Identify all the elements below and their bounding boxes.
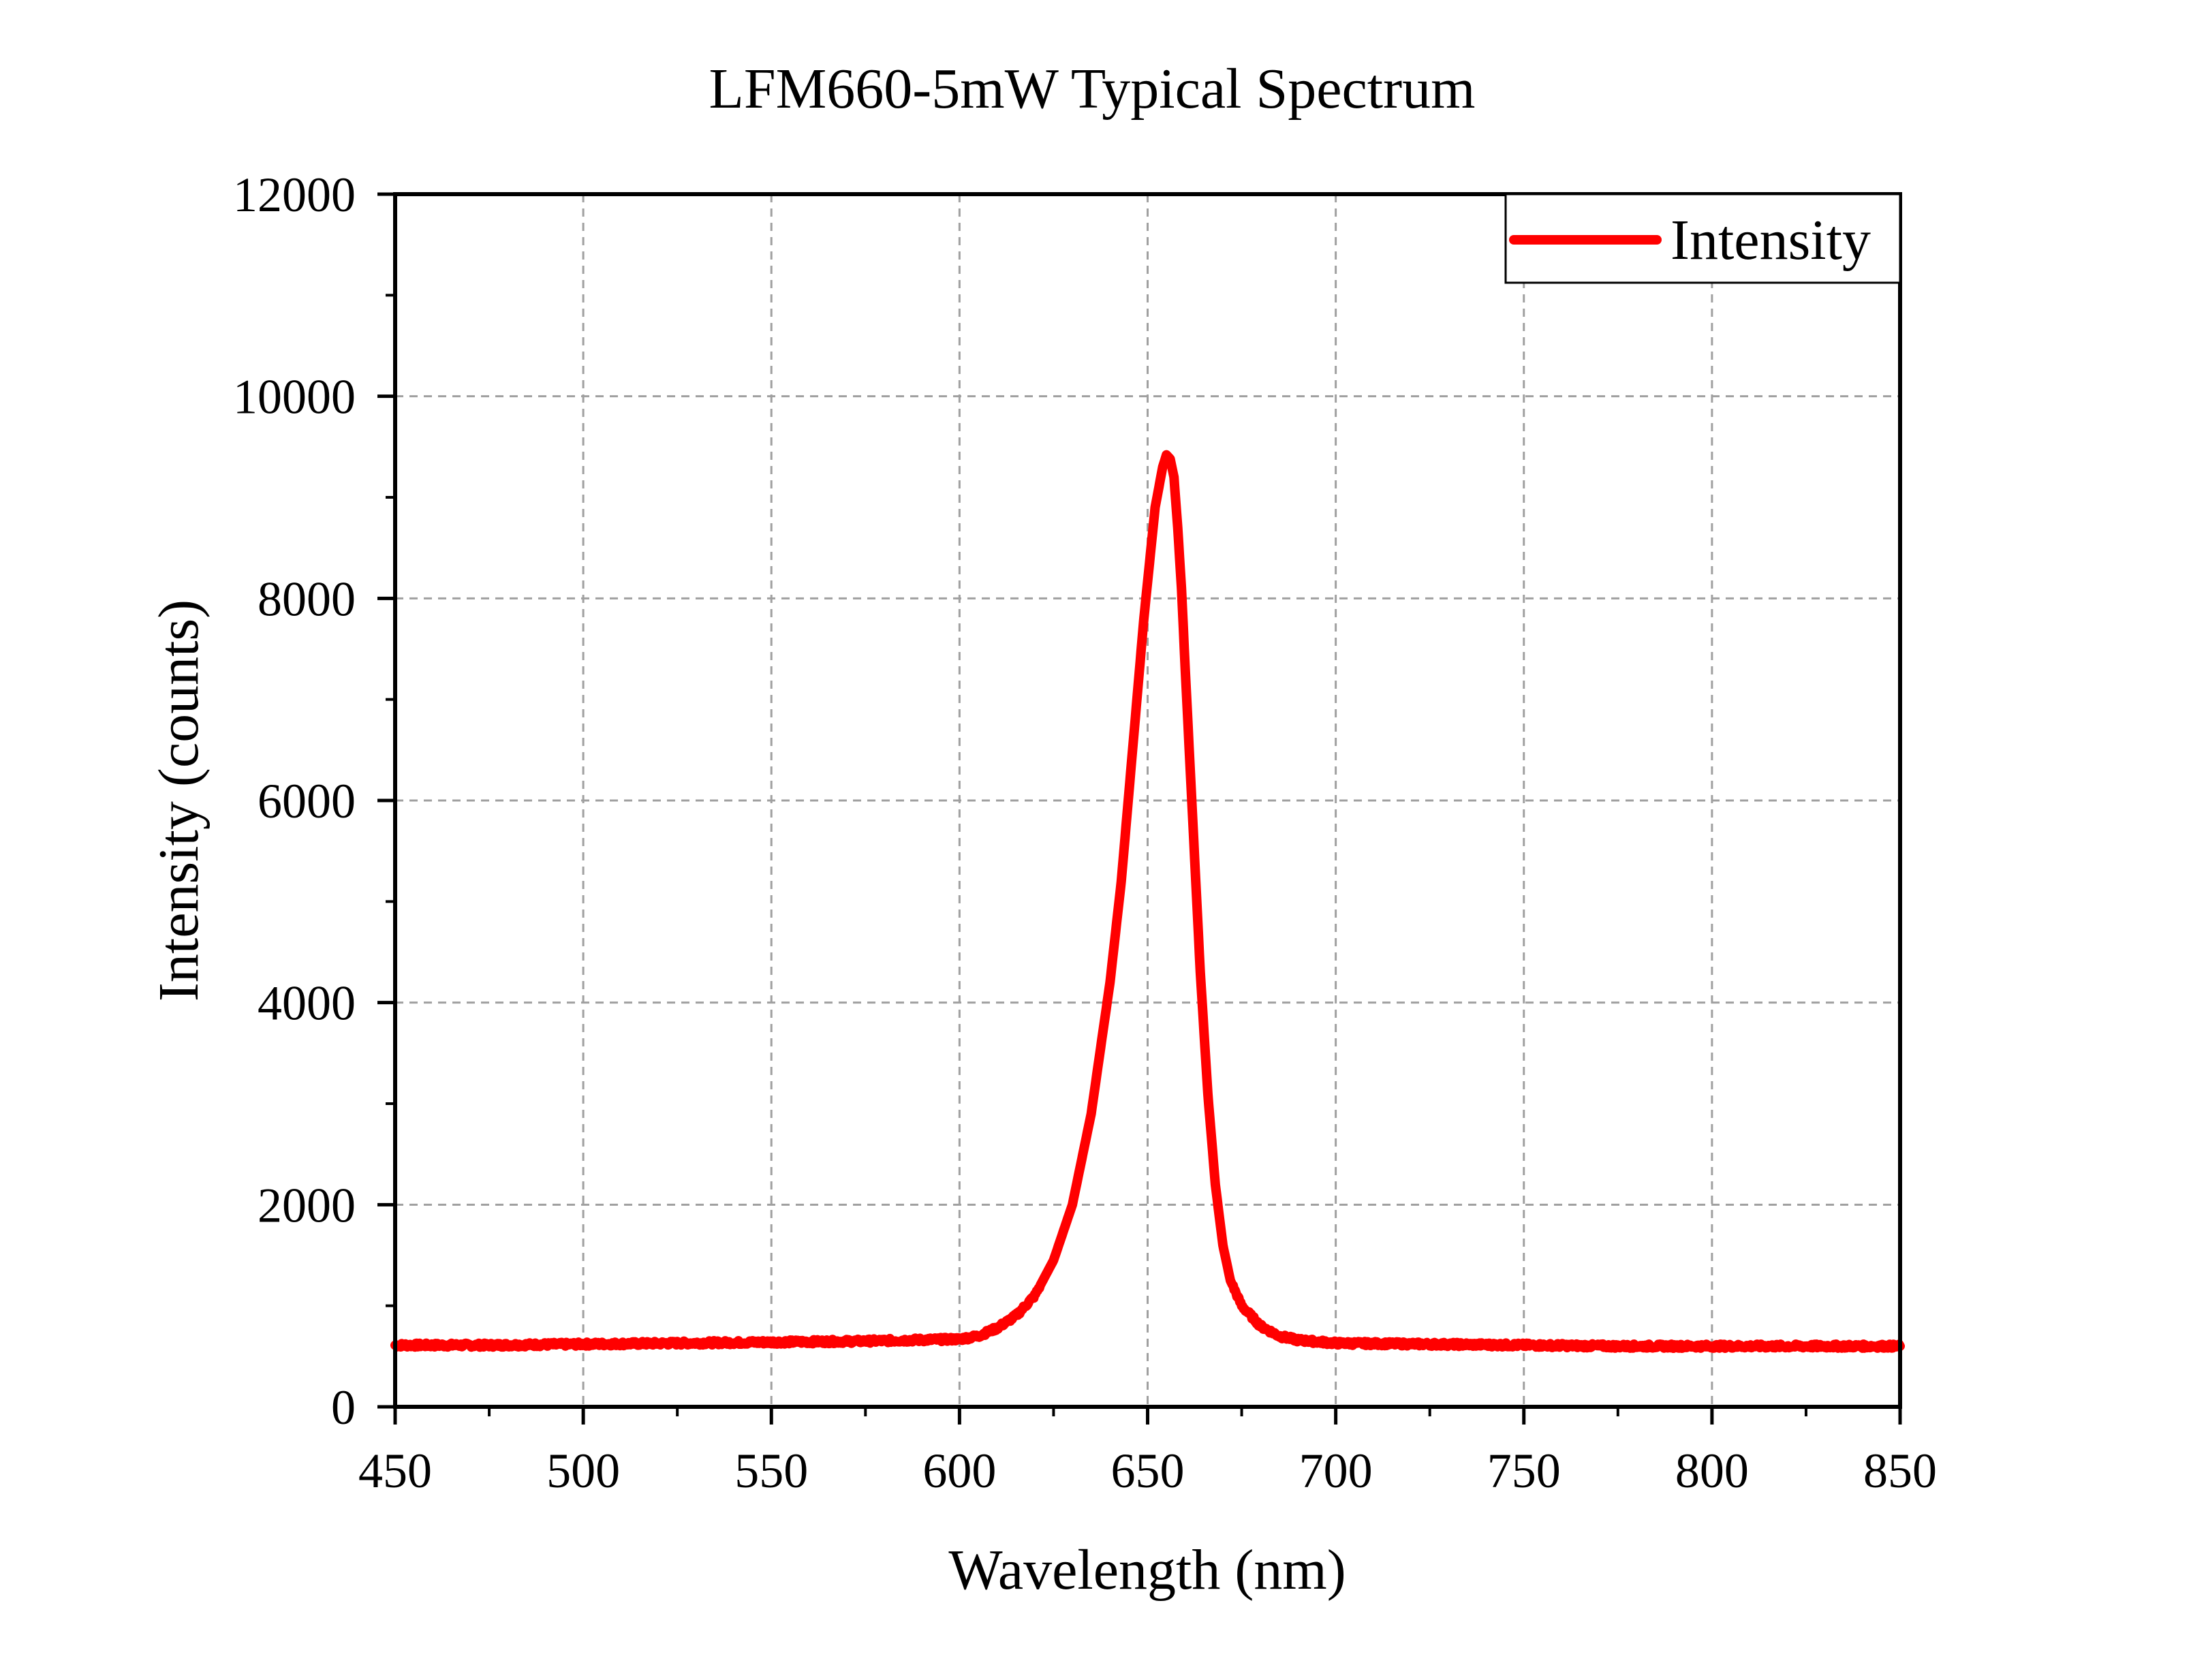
x-tick-label: 450 (358, 1444, 432, 1498)
x-axis-tick-labels: 450 500 550 600 650 700 750 800 850 (358, 1444, 1937, 1498)
y-axis-tick-labels: 0 2000 4000 6000 8000 10000 12000 (233, 168, 356, 1435)
axis-ticks (377, 192, 1902, 1425)
x-tick-label: 800 (1675, 1444, 1749, 1498)
series-line-intensity (390, 450, 1905, 1353)
series-layer (390, 450, 1905, 1353)
x-tick-label: 600 (922, 1444, 996, 1498)
y-tick-label: 8000 (258, 572, 356, 626)
legend-label-intensity: Intensity (1671, 208, 1871, 272)
x-tick-label: 700 (1299, 1444, 1373, 1498)
y-tick-label: 4000 (258, 976, 356, 1031)
y-tick-label: 10000 (233, 370, 356, 424)
x-tick-label: 550 (734, 1444, 808, 1498)
y-tick-label: 0 (331, 1380, 356, 1435)
chart-title: LFM660-5mW Typical Spectrum (709, 57, 1476, 121)
x-tick-label: 650 (1111, 1444, 1185, 1498)
grid-lines (395, 194, 1900, 1407)
y-tick-label: 6000 (258, 774, 356, 828)
x-tick-label: 850 (1863, 1444, 1937, 1498)
y-tick-label: 2000 (258, 1178, 356, 1232)
x-tick-label: 500 (546, 1444, 620, 1498)
x-tick-label: 750 (1487, 1444, 1561, 1498)
legend: Intensity (1504, 193, 1901, 284)
y-axis-title: Intensity (counts) (147, 600, 211, 1001)
x-axis-title: Wavelength (nm) (948, 1538, 1346, 1602)
y-tick-label: 12000 (233, 168, 356, 222)
